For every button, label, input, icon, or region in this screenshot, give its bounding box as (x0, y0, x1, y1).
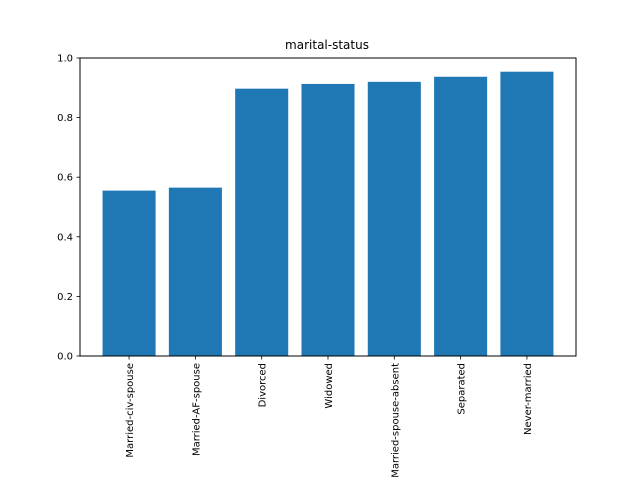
y-tick-label: 0.0 (57, 352, 73, 363)
bar-married-af-spouse (168, 187, 222, 356)
x-tick-label: Married-spouse-absent (390, 363, 401, 478)
y-tick-label: 1.0 (57, 54, 73, 65)
bar-separated (434, 76, 488, 357)
bar-widowed (301, 83, 355, 357)
plot-frame (79, 57, 577, 357)
x-tick-label: Married-civ-spouse (125, 363, 136, 458)
chart-title: marital-status (285, 38, 369, 52)
bar-married-spouse-absent (367, 81, 421, 356)
bar-married-civ-spouse (102, 190, 156, 356)
y-tick-label: 0.6 (57, 173, 73, 184)
x-tick-label: Divorced (258, 363, 269, 407)
x-tick-label: Widowed (324, 363, 335, 409)
y-tick-label: 0.2 (57, 292, 73, 303)
bars-group (102, 71, 554, 357)
y-tick-label: 0.4 (57, 232, 73, 243)
bar-never-married (500, 71, 554, 357)
x-tick-label: Never-married (523, 363, 534, 435)
y-axis: 0.0 0.2 0.4 0.6 0.8 1.0 (57, 54, 80, 363)
y-tick-label: 0.8 (57, 113, 73, 124)
x-tick-label: Married-AF-spouse (191, 363, 202, 456)
x-axis: Married-civ-spouse Married-AF-spouse Divor… (125, 356, 534, 478)
bar-divorced (235, 88, 289, 356)
x-tick-label: Separated (457, 363, 468, 415)
